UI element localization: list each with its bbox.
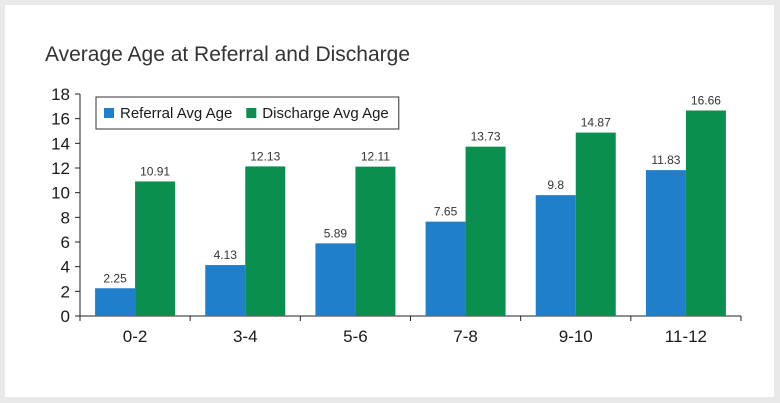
referral-bar — [535, 195, 576, 316]
chart-card: Average Age at Referral and Discharge 0 2… — [5, 5, 774, 397]
y-tick-label: 14 — [51, 134, 70, 153]
referral-data-label: 7.65 — [434, 205, 458, 219]
discharge-bar — [465, 146, 506, 316]
chart-title: Average Age at Referral and Discharge — [45, 43, 410, 66]
x-tick-label: 0-2 — [123, 327, 148, 346]
x-tick-label: 7-8 — [453, 327, 478, 346]
y-tick-label: 8 — [61, 208, 70, 227]
y-tick-label: 12 — [51, 159, 70, 178]
discharge-data-label: 14.87 — [581, 116, 611, 130]
y-tick-label: 16 — [51, 110, 70, 129]
referral-bar — [315, 243, 356, 316]
y-tick-label: 0 — [61, 307, 70, 326]
referral-bar — [425, 221, 466, 316]
referral-bar — [95, 288, 136, 316]
x-tick-label: 5-6 — [343, 327, 368, 346]
referral-data-label: 9.8 — [547, 178, 564, 192]
referral-data-label: 5.89 — [324, 226, 348, 240]
referral-data-label: 2.25 — [103, 271, 127, 285]
legend-referral-label: Referral Avg Age — [120, 105, 232, 122]
y-tick-label: 18 — [51, 85, 70, 104]
discharge-bar — [575, 132, 616, 316]
bar-chart: 0 2 4 6 8 10 12 14 16 18 2.25 10.91 0-2 4.13 12.13 3-4 5… — [51, 85, 742, 346]
discharge-data-label: 12.11 — [361, 150, 390, 164]
y-tick-label: 2 — [61, 282, 70, 301]
discharge-data-label: 16.66 — [691, 94, 721, 108]
referral-bar — [645, 170, 686, 316]
legend-discharge-label: Discharge Avg Age — [262, 105, 388, 122]
discharge-bar — [355, 166, 396, 316]
legend-box — [95, 96, 400, 130]
referral-data-label: 11.83 — [651, 153, 680, 167]
legend-referral-swatch — [104, 108, 114, 118]
x-tick-label: 11-12 — [665, 327, 707, 346]
x-tick-label: 9-10 — [559, 327, 593, 346]
discharge-bar — [245, 166, 286, 316]
y-tick-label: 6 — [61, 233, 70, 252]
legend-discharge-swatch — [246, 108, 257, 118]
y-tick-label: 10 — [51, 184, 70, 203]
referral-data-label: 4.13 — [214, 248, 238, 262]
x-tick-label: 3-4 — [233, 327, 258, 346]
y-tick-label: 4 — [61, 258, 70, 277]
discharge-data-label: 13.73 — [471, 130, 501, 144]
discharge-data-label: 12.13 — [250, 149, 280, 163]
discharge-bar — [685, 110, 726, 316]
discharge-bar — [135, 181, 176, 316]
referral-bar — [205, 265, 246, 316]
discharge-data-label: 10.91 — [140, 164, 170, 178]
